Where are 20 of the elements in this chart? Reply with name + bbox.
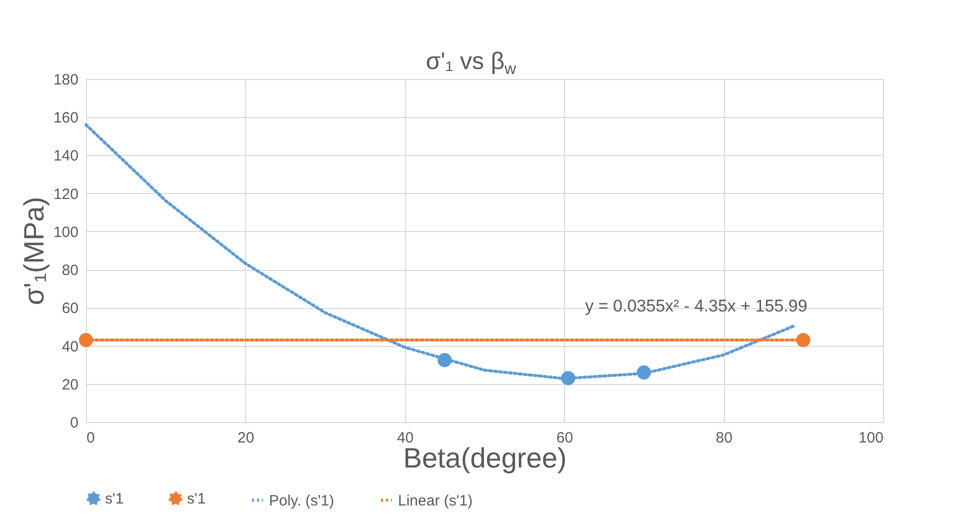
y-tick-label: 60 [62, 300, 78, 318]
y-tick-label: 80 [62, 262, 78, 280]
y-tick-label: 40 [62, 338, 78, 356]
y-tick-label: 180 [53, 72, 78, 88]
x-tick-label: 20 [238, 430, 254, 446]
y-tick-label: 0 [70, 414, 78, 432]
legend-label: s'1 [187, 490, 206, 508]
x-tick-label: 80 [716, 430, 732, 446]
y-tick-label: 160 [53, 110, 78, 127]
y-tick-label: 120 [53, 186, 78, 203]
legend-label: Poly. (s'1) [269, 492, 334, 510]
legend-label: s'1 [105, 490, 124, 508]
annotation: y = 0.0355x² - 4.35x + 155.99 [585, 296, 808, 316]
x-tick-label: 100 [858, 430, 884, 446]
y-tick-label: 140 [53, 148, 78, 165]
y-axis-title: σ'₁(MPa) [18, 196, 50, 306]
y-tick-label: 20 [62, 376, 78, 394]
y-tick-label: 100 [53, 224, 78, 241]
legend-label: Linear (s'1) [398, 492, 473, 510]
x-tick-label: 0 [86, 430, 95, 446]
